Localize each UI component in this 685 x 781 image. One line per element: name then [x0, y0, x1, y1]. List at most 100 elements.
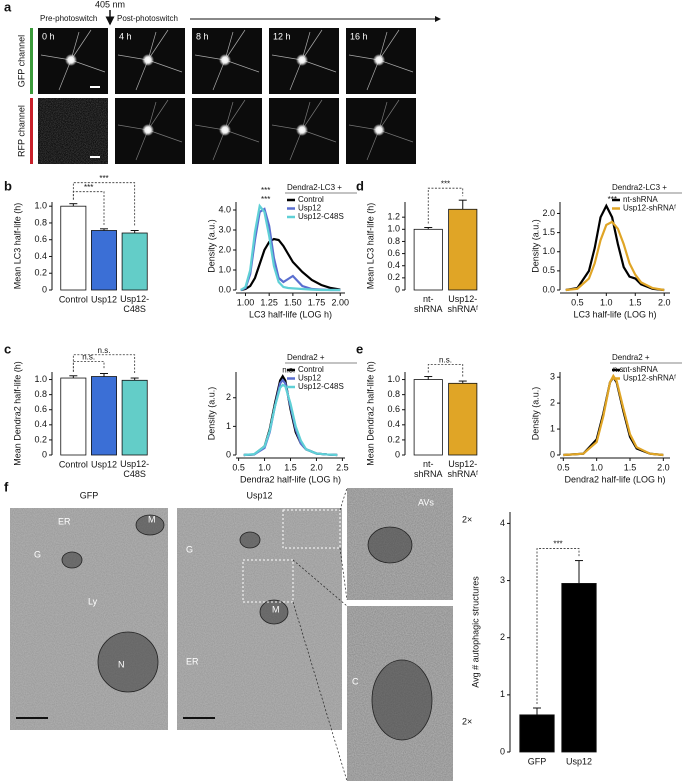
soma [373, 54, 385, 66]
bar [91, 230, 117, 291]
y-tick-label: 0.2 [387, 272, 400, 282]
channel-label: RFP channel [16, 105, 26, 157]
zoom-factor: 2× [462, 514, 472, 524]
y-tick-label: 0 [395, 449, 400, 459]
soma [65, 54, 77, 66]
x-tick-label: Usp12 [91, 294, 117, 304]
x-tick-label: nt-shRNA [414, 294, 443, 314]
zoom-box [282, 509, 341, 549]
bar [121, 379, 148, 456]
y-tick-label: 2 [550, 398, 555, 408]
content: a 405 nm Pre-photoswitch Post-photoswitch GF… [4, 0, 682, 781]
em-label: G [186, 544, 193, 554]
y-tick-label: 0.6 [387, 404, 400, 414]
x-tick-label: 1.5 [629, 297, 642, 307]
y-tick-label: 0.0 [218, 284, 231, 294]
y-tick-label: 1 [226, 421, 231, 431]
density-line [240, 237, 341, 292]
density-line [563, 375, 664, 457]
x-tick-label: Usp12 [91, 459, 117, 469]
x-axis-label: LC3 half-life (LOG h) [573, 309, 656, 319]
image-title: Usp12 [246, 490, 272, 500]
y-tick-label: 2.0 [218, 244, 231, 254]
significance-bracket [536, 548, 580, 704]
significance: n.s. [282, 365, 295, 374]
x-tick-label: 1.00 [237, 297, 255, 307]
em-label: ER [186, 656, 199, 666]
bar [561, 583, 597, 753]
organelle [135, 514, 165, 536]
x-tick-label: Control [59, 294, 88, 304]
em-label: N [118, 659, 125, 669]
density-line [243, 383, 338, 457]
em-texture [177, 508, 342, 730]
soma [373, 124, 385, 136]
x-tick-label: 0.5 [557, 462, 570, 472]
y-axis-label: Avg # autophagic structures [470, 576, 480, 688]
significance: *** [261, 195, 270, 204]
y-tick-label: 0.8 [387, 236, 400, 246]
y-tick-label: 0.2 [34, 268, 47, 278]
x-tick-label: 0.5 [571, 297, 584, 307]
y-tick-label: 1 [500, 689, 505, 699]
y-tick-label: 1 [550, 423, 555, 433]
bar [121, 232, 148, 291]
y-tick-label: 4.0 [218, 204, 231, 214]
density-line [565, 203, 665, 292]
time-label: 8 h [196, 31, 209, 41]
x-tick-label: 1.5 [284, 462, 297, 472]
y-tick-label: 2.0 [542, 208, 555, 218]
y-tick-label: 2 [226, 392, 231, 402]
x-axis-label: LC3 half-life (LOG h) [249, 309, 332, 319]
bar [60, 205, 87, 291]
bar [448, 208, 478, 291]
time-label: 12 h [273, 31, 291, 41]
x-tick-label: 2.0 [657, 462, 670, 472]
legend-title: Dendra2-LC3 + [287, 183, 342, 192]
y-tick-label: 1.0 [218, 264, 231, 274]
organelle [61, 551, 83, 569]
x-tick-label: 1.5 [624, 462, 637, 472]
y-tick-label: 1.0 [387, 374, 400, 384]
x-tick-label: 2.00 [331, 297, 349, 307]
y-tick-label: 1.0 [542, 246, 555, 256]
panel-letter: f [4, 479, 9, 494]
em-texture [10, 508, 168, 730]
x-tick-label: 1.50 [284, 297, 302, 307]
time-label: 16 h [350, 31, 368, 41]
x-tick-label: 0.5 [232, 462, 245, 472]
micrograph-noise [38, 98, 108, 164]
y-tick-label: 0.4 [34, 251, 47, 261]
significance: *** [99, 174, 108, 183]
y-tick-label: 0.4 [387, 260, 400, 270]
x-tick-label: 1.0 [600, 297, 613, 307]
bar [519, 714, 555, 753]
bar [413, 379, 443, 456]
bar [448, 382, 478, 456]
y-tick-label: 0.8 [387, 389, 400, 399]
legend-label: nt-shRNA [623, 195, 658, 204]
y-tick-label: 3 [500, 575, 505, 585]
y-tick-label: 1.5 [542, 227, 555, 237]
bar [413, 228, 443, 291]
x-tick-label: Control [59, 459, 88, 469]
soma [142, 54, 154, 66]
density-line [240, 203, 341, 292]
post-label: Post-photoswitch [117, 14, 178, 23]
significance: n.s. [82, 353, 95, 362]
x-tick-label: 1.0 [590, 462, 603, 472]
significance: n.s. [98, 346, 111, 355]
panel-letter: b [4, 178, 12, 193]
organelle [239, 531, 261, 549]
neurite [271, 99, 337, 161]
neurite [117, 29, 183, 91]
x-tick-label: 1.25 [260, 297, 278, 307]
em-label: G [34, 549, 41, 559]
soma [219, 54, 231, 66]
legend-label: Usp12-C48S [298, 382, 344, 391]
neurite [40, 29, 106, 91]
zoom-guide [339, 487, 348, 601]
x-tick-label: 1.75 [308, 297, 326, 307]
y-axis-label: Density (a.u.) [530, 219, 540, 273]
